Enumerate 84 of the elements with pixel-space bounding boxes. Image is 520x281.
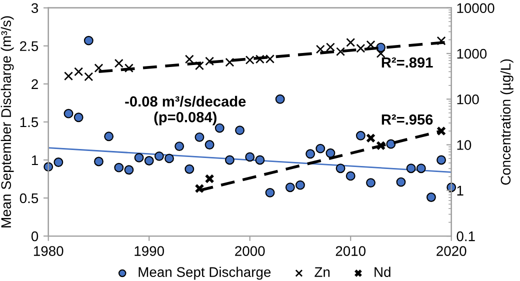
point: [214, 123, 224, 133]
point: [296, 180, 305, 190]
y-tick-label: 2: [32, 79, 38, 89]
x-tick-label: 1990: [134, 246, 164, 256]
point: [436, 155, 446, 165]
point: [64, 72, 74, 81]
y-axis-title: Mean September Discharge (m³/s): [0, 16, 14, 228]
point: [104, 132, 114, 142]
point: [184, 54, 194, 64]
point: [84, 36, 94, 46]
point: [204, 140, 214, 150]
point: [376, 49, 386, 58]
point: [204, 174, 214, 184]
y2-tick-label: 0.1: [456, 231, 475, 242]
point: [285, 182, 295, 192]
point: [94, 156, 104, 166]
y2-tick-label: 10000: [457, 3, 494, 14]
point: [194, 184, 204, 194]
y-tick-label: 1: [32, 155, 38, 166]
legend-label: Zn: [314, 267, 330, 277]
point: [124, 64, 134, 73]
point: [356, 44, 366, 53]
point: [205, 56, 214, 66]
y2-tick-label: 100: [457, 94, 479, 104]
y2-tick-label: 10: [457, 140, 472, 150]
point: [396, 177, 406, 187]
x-tick-label: 1980: [34, 246, 64, 256]
point: [84, 72, 94, 82]
point: [154, 151, 164, 161]
legend-label: Mean Sept Discharge: [138, 266, 271, 280]
y-tick-label: 1.5: [20, 117, 38, 128]
point: [426, 192, 436, 202]
point: [376, 140, 386, 150]
point: [235, 126, 245, 136]
point: [416, 164, 426, 174]
x-tick-label: 2010: [336, 246, 366, 256]
point: [194, 132, 204, 142]
annotation: -0.08 m³/s/decade (p=0.084): [125, 96, 246, 126]
point: [74, 112, 84, 122]
point: [436, 36, 446, 46]
point: [265, 188, 275, 198]
point: [144, 156, 154, 166]
point: [326, 148, 336, 158]
y2-tick-label: 1000: [457, 48, 487, 59]
point: [74, 67, 84, 76]
point: [366, 133, 376, 143]
y-tick-label: 3: [31, 3, 38, 14]
point: [336, 47, 346, 56]
point: [245, 152, 255, 162]
point: [64, 108, 74, 118]
point: [406, 164, 416, 174]
point: [356, 130, 366, 140]
point: [275, 94, 285, 104]
point: [134, 152, 144, 162]
point: [346, 38, 356, 47]
legend-label: Nd: [374, 266, 390, 277]
point: [436, 126, 446, 136]
point: [306, 149, 316, 159]
y-tick-label: 2.5: [20, 41, 38, 52]
point: [225, 58, 234, 67]
y2-tick-label: 1: [457, 186, 464, 196]
point: [94, 64, 104, 73]
annotation: R²=.891: [382, 57, 433, 68]
point: [174, 142, 184, 152]
point: [316, 144, 326, 154]
point: [224, 155, 234, 165]
point: [255, 155, 265, 165]
y-tick-label: 0: [31, 231, 38, 242]
x-tick-label: 2020: [436, 246, 466, 256]
point: [114, 58, 124, 68]
x-tick-label: 2000: [235, 246, 265, 256]
point: [346, 171, 356, 181]
point: [336, 164, 346, 174]
point: [184, 164, 194, 174]
point: [114, 162, 124, 172]
point: [386, 139, 396, 149]
annotation: R²=.956: [382, 114, 433, 125]
point: [124, 165, 134, 175]
point: [194, 61, 204, 70]
y-tick-label: 0.5: [20, 193, 38, 204]
point: [366, 178, 376, 188]
y2-axis-title: Concentration (µg/L): [500, 59, 514, 185]
point: [164, 154, 174, 164]
point: [54, 158, 64, 167]
